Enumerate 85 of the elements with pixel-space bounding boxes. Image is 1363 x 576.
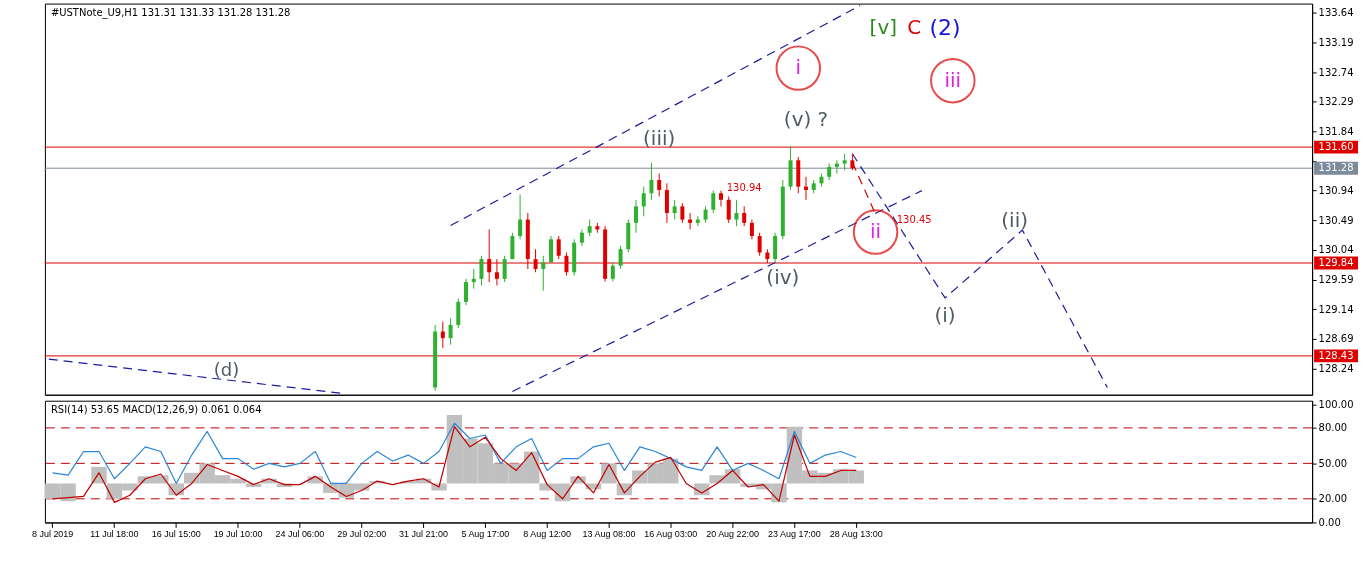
annotation: i <box>795 55 802 80</box>
candlestick <box>649 162 654 201</box>
annotation: (2) <box>929 14 961 40</box>
candlestick <box>634 199 638 234</box>
annotation: (d) <box>213 359 240 381</box>
x-tick-label: 11 Jul 18:00 <box>90 528 139 539</box>
y-tick-label: 20.00 <box>1318 493 1348 505</box>
y-tick-label: 129.59 <box>1318 273 1354 285</box>
annotation: (v) ? <box>783 107 829 132</box>
x-tick-label: 16 Aug 03:00 <box>644 528 698 539</box>
chart-title: #USTNote_U9,H1 131.31 131.33 131.28 131.28 <box>50 6 291 19</box>
candlestick <box>510 232 515 260</box>
candlestick <box>749 219 754 240</box>
candlestick <box>641 186 646 217</box>
candlestick <box>711 190 716 214</box>
y-tick-label: 128.24 <box>1318 362 1354 374</box>
candlestick <box>757 232 762 257</box>
x-tick-label: 8 Jul 2019 <box>31 528 74 539</box>
ref-line-label: 128.43 <box>1318 349 1354 361</box>
annotation: (iii) <box>643 125 676 150</box>
ref-line-label: 131.60 <box>1318 141 1354 153</box>
y-tick-label: 100.00 <box>1318 398 1354 410</box>
line-series <box>52 422 857 485</box>
y-tick-label: 50.00 <box>1318 457 1348 469</box>
ref-line-label: 131.28 <box>1318 162 1354 174</box>
candlestick <box>456 298 461 329</box>
candlestick <box>440 321 445 349</box>
candlestick <box>688 212 693 230</box>
candlestick <box>680 202 685 224</box>
x-tick-label: 16 Jul 15:00 <box>151 528 201 539</box>
annotation: ii <box>870 219 882 244</box>
candlestick <box>664 182 669 224</box>
x-tick-label: 23 Aug 17:00 <box>767 528 821 539</box>
candlestick <box>518 194 523 240</box>
candlestick <box>549 235 554 263</box>
candlestick <box>464 278 469 306</box>
candlestick <box>742 205 747 227</box>
annotation: C <box>907 14 922 39</box>
y-tick-label: 130.04 <box>1318 244 1354 256</box>
x-tick-label: 31 Jul 21:00 <box>399 528 448 539</box>
y-tick-label: 130.49 <box>1318 214 1354 226</box>
x-tick-label: 13 Aug 08:00 <box>582 528 636 539</box>
y-tick-label: 131.84 <box>1318 125 1354 137</box>
y-tick-label: 132.29 <box>1318 96 1354 108</box>
x-tick-label: 28 Aug 13:00 <box>829 528 883 539</box>
candlestick <box>502 255 507 283</box>
annotation: 130.94 <box>726 181 762 193</box>
candlestick <box>804 176 808 201</box>
y-tick-label: 133.19 <box>1318 36 1354 48</box>
x-tick-label: 24 Jul 06:00 <box>275 528 325 539</box>
x-tick-label: 20 Aug 22:00 <box>706 528 760 539</box>
y-tick-label: 133.64 <box>1318 7 1354 19</box>
candlestick <box>479 255 484 286</box>
annotation: (i) <box>934 302 956 327</box>
y-tick-label: 129.14 <box>1318 303 1354 315</box>
candlestick <box>556 235 561 260</box>
y-tick-label: 128.69 <box>1318 333 1354 345</box>
candlestick <box>610 261 615 282</box>
y-tick-label: 132.74 <box>1318 66 1354 78</box>
candlestick <box>618 245 623 270</box>
chart-title: RSI(14) 53.65 MACD(12,26,9) 0.061 0.064 <box>50 403 262 415</box>
candlestick <box>541 255 546 292</box>
annotation: 130.45 <box>896 213 932 225</box>
candlestick <box>726 196 731 224</box>
candlestick <box>448 317 453 346</box>
y-tick-label: 80.00 <box>1318 422 1348 434</box>
y-tick-label: 0.00 <box>1318 516 1341 528</box>
annotation: [v] <box>869 14 897 39</box>
x-tick-label: 29 Jul 02:00 <box>337 528 387 539</box>
candlestick <box>734 199 739 227</box>
candlestick <box>672 199 677 221</box>
candlestick <box>773 232 778 264</box>
line-series <box>851 153 1108 389</box>
y-tick-label: 130.94 <box>1318 185 1354 197</box>
x-tick-label: 5 Aug 17:00 <box>461 528 510 539</box>
x-tick-label: 8 Aug 12:00 <box>523 528 572 539</box>
x-tick-label: 19 Jul 10:00 <box>213 528 263 539</box>
candlestick <box>471 268 476 290</box>
annotation: (ii) <box>1001 207 1028 232</box>
candlestick <box>719 190 723 207</box>
ref-line-label: 129.84 <box>1318 257 1354 269</box>
candlestick <box>657 172 662 198</box>
candlestick <box>834 159 839 174</box>
annotation: (iv) <box>766 264 800 289</box>
annotation: iii <box>944 67 962 92</box>
